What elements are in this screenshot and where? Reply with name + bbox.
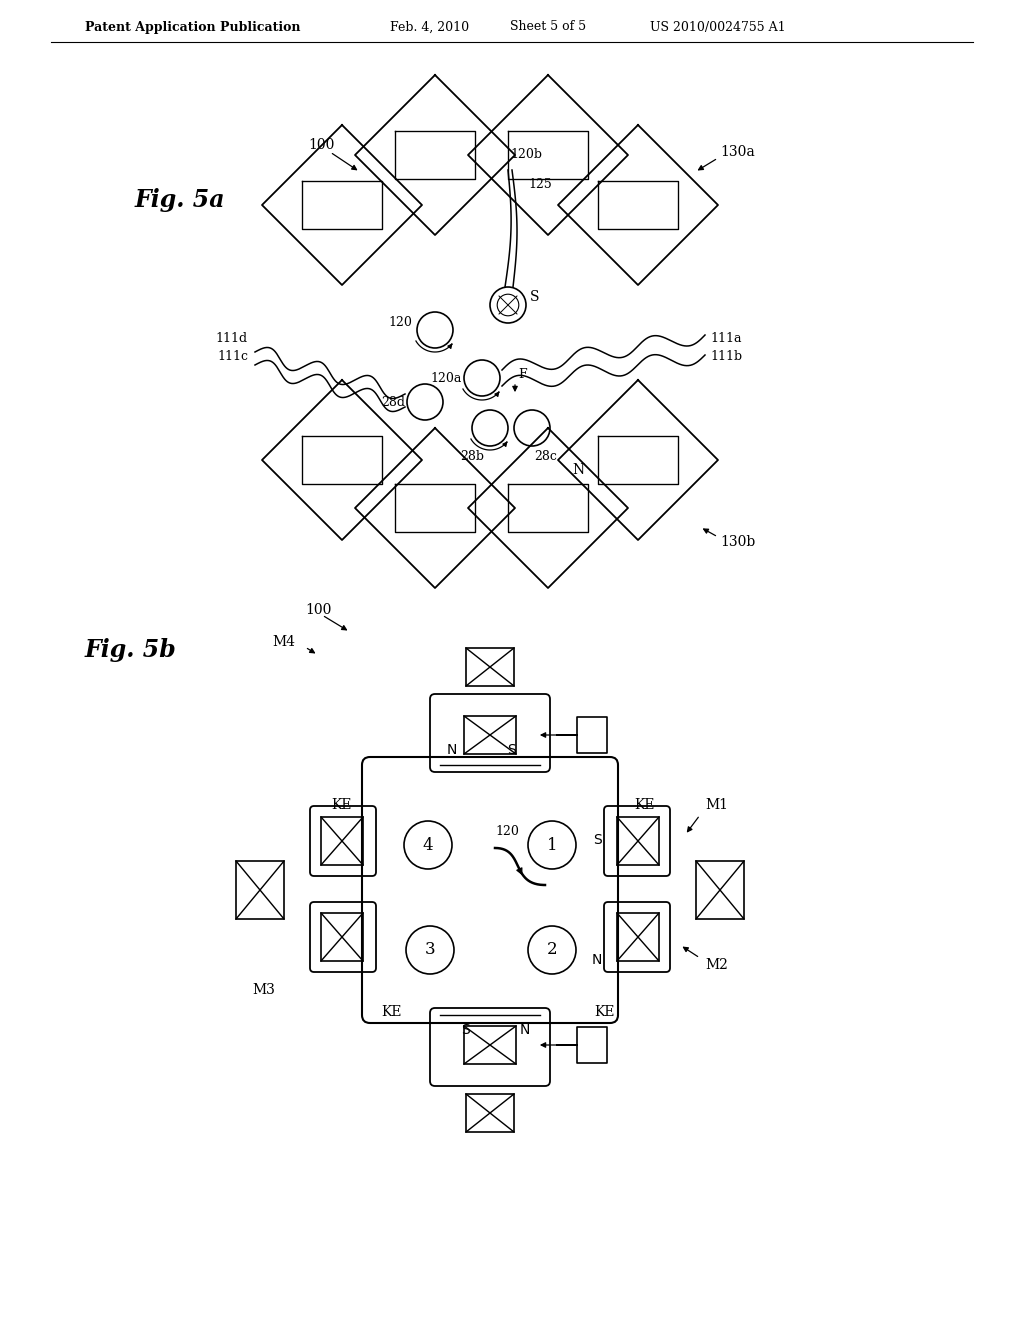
Bar: [696, 861, 744, 919]
Text: 4: 4: [423, 837, 433, 854]
Text: 2: 2: [547, 941, 557, 958]
Text: 125: 125: [528, 178, 552, 191]
Text: 100: 100: [308, 139, 335, 152]
Bar: [236, 861, 284, 919]
Text: 111b: 111b: [710, 351, 742, 363]
Text: Fig. 5b: Fig. 5b: [85, 638, 177, 663]
Text: 100: 100: [305, 603, 332, 616]
Text: KE: KE: [332, 799, 352, 812]
Bar: [321, 817, 362, 865]
Text: Patent Application Publication: Patent Application Publication: [85, 21, 300, 33]
Text: 28c: 28c: [534, 450, 557, 463]
Text: KE: KE: [382, 1005, 402, 1019]
Text: 120: 120: [495, 825, 519, 838]
Text: 120: 120: [388, 315, 412, 329]
Text: 130a: 130a: [720, 145, 755, 158]
Text: S: S: [461, 1023, 469, 1038]
Text: 28d: 28d: [381, 396, 406, 408]
Text: Sheet 5 of 5: Sheet 5 of 5: [510, 21, 586, 33]
Text: 120a: 120a: [431, 371, 462, 384]
Text: N: N: [446, 743, 457, 756]
Text: 130b: 130b: [720, 535, 756, 549]
Text: S: S: [593, 833, 602, 847]
Bar: [617, 913, 659, 961]
Text: 111a: 111a: [710, 331, 741, 345]
Text: M1: M1: [705, 799, 728, 812]
Text: Feb. 4, 2010: Feb. 4, 2010: [390, 21, 469, 33]
Text: US 2010/0024755 A1: US 2010/0024755 A1: [650, 21, 785, 33]
Text: S: S: [508, 743, 516, 756]
Bar: [466, 648, 514, 686]
Bar: [464, 715, 516, 754]
Text: N: N: [520, 1023, 530, 1038]
Text: KE: KE: [635, 799, 655, 812]
Text: 111d: 111d: [216, 331, 248, 345]
Text: M2: M2: [705, 958, 728, 972]
Text: M3: M3: [252, 983, 275, 997]
Text: Fig. 5a: Fig. 5a: [135, 187, 225, 213]
Bar: [321, 913, 362, 961]
Text: 1: 1: [547, 837, 557, 854]
Text: 120b: 120b: [510, 149, 542, 161]
Text: 111c: 111c: [217, 351, 248, 363]
Text: N: N: [592, 953, 602, 968]
Bar: [464, 1026, 516, 1064]
Text: F: F: [518, 368, 526, 381]
Text: 3: 3: [425, 941, 435, 958]
Text: 28b: 28b: [460, 450, 484, 463]
Bar: [466, 1094, 514, 1133]
Text: M4: M4: [272, 635, 295, 649]
Text: S: S: [530, 290, 540, 304]
Text: KE: KE: [595, 1005, 615, 1019]
Bar: [617, 817, 659, 865]
Text: N: N: [572, 463, 584, 477]
